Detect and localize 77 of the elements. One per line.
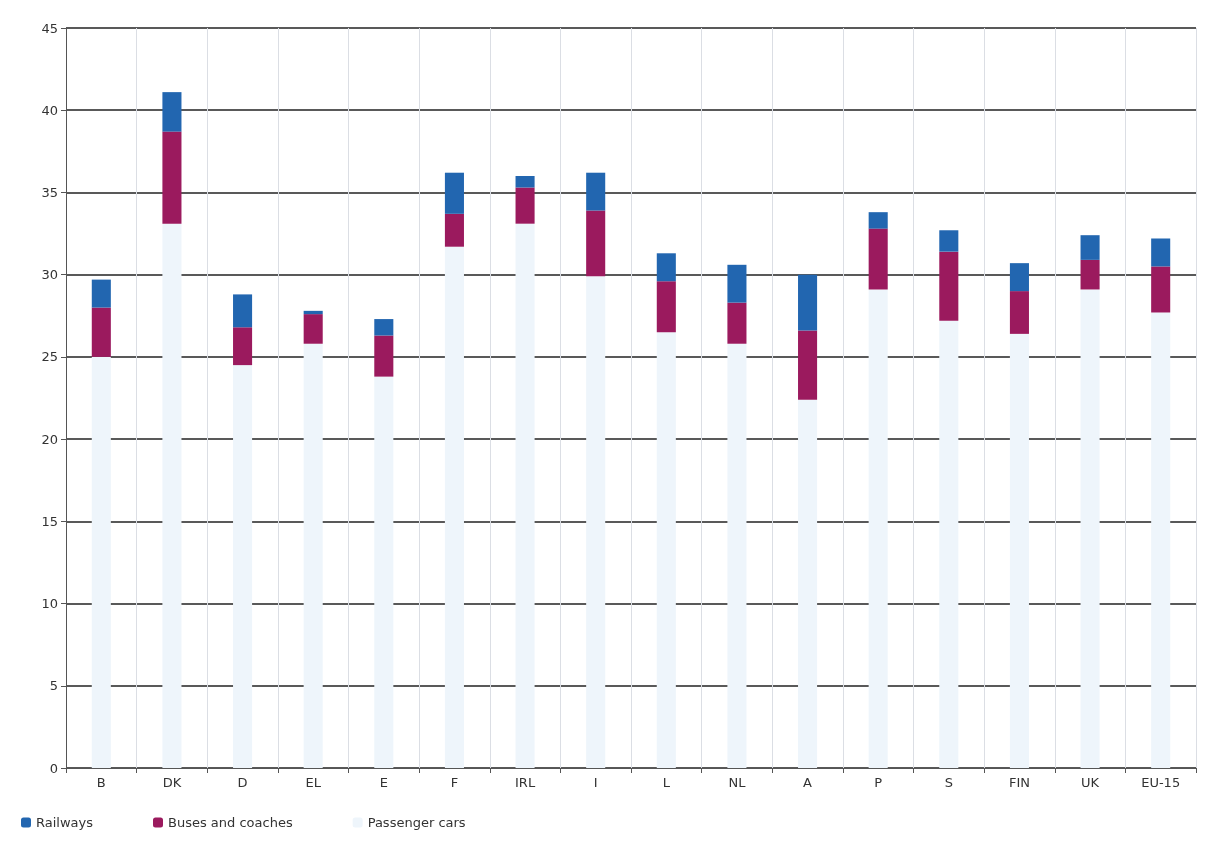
legend-label: Railways bbox=[36, 815, 94, 830]
legend-label: Buses and coaches bbox=[168, 815, 293, 830]
bar bbox=[444, 213, 464, 247]
x-tick-label: L bbox=[662, 775, 671, 790]
bar bbox=[656, 332, 676, 768]
bar bbox=[233, 365, 253, 768]
bar bbox=[303, 343, 323, 768]
bar bbox=[586, 276, 606, 768]
x-tick-label: UK bbox=[1081, 775, 1100, 790]
legend-label: Passenger cars bbox=[367, 815, 466, 830]
bar bbox=[727, 264, 747, 303]
bar bbox=[586, 210, 606, 277]
bar bbox=[233, 294, 253, 328]
y-tick-label: 45 bbox=[41, 20, 58, 36]
x-tick-label: A bbox=[803, 775, 813, 790]
x-tick-label: E bbox=[379, 775, 388, 790]
bar bbox=[91, 279, 111, 308]
bar bbox=[1151, 238, 1171, 267]
bar bbox=[868, 212, 888, 229]
bar bbox=[1151, 312, 1171, 768]
bar bbox=[162, 131, 182, 224]
x-tick-label: IRL bbox=[515, 775, 536, 790]
y-tick-label: 30 bbox=[41, 267, 58, 283]
bar bbox=[303, 314, 323, 344]
bar bbox=[233, 327, 253, 366]
x-tick-label: FIN bbox=[1008, 775, 1030, 790]
bar bbox=[91, 356, 111, 768]
y-tick-label: 5 bbox=[49, 678, 58, 694]
bar bbox=[798, 274, 818, 331]
x-tick-label: B bbox=[96, 775, 106, 790]
y-tick-label: 25 bbox=[41, 349, 58, 365]
bar bbox=[656, 281, 676, 333]
bar bbox=[1009, 263, 1029, 292]
x-tick-label: I bbox=[593, 775, 598, 790]
x-tick-label: EU-15 bbox=[1141, 775, 1181, 790]
x-tick-label: S bbox=[944, 775, 953, 790]
bar bbox=[374, 319, 394, 336]
bar bbox=[586, 172, 606, 211]
bar bbox=[727, 343, 747, 768]
bar bbox=[1151, 266, 1171, 313]
bar bbox=[515, 176, 535, 188]
bar bbox=[374, 335, 394, 377]
bar bbox=[868, 289, 888, 768]
x-tick-label: F bbox=[450, 775, 459, 790]
bar bbox=[1080, 235, 1100, 260]
bar bbox=[939, 230, 959, 252]
x-tick-label: NL bbox=[728, 775, 747, 790]
y-tick-label: 10 bbox=[41, 596, 58, 612]
bar bbox=[162, 92, 182, 132]
bar bbox=[515, 223, 535, 768]
bar bbox=[444, 246, 464, 768]
bar bbox=[1080, 259, 1100, 290]
bar bbox=[515, 187, 535, 224]
bar bbox=[727, 302, 747, 344]
bar bbox=[656, 253, 676, 282]
bar bbox=[162, 223, 182, 768]
bar bbox=[91, 307, 111, 357]
bar bbox=[868, 228, 888, 290]
y-tick-label: 40 bbox=[41, 102, 58, 118]
bar bbox=[1080, 289, 1100, 768]
bar bbox=[444, 172, 464, 214]
bar bbox=[939, 320, 959, 768]
bar bbox=[374, 376, 394, 768]
y-tick-label: 20 bbox=[41, 431, 58, 447]
y-tick-label: 15 bbox=[41, 513, 58, 529]
y-tick-label: 0 bbox=[49, 760, 58, 776]
bar bbox=[1009, 291, 1029, 334]
bar bbox=[798, 330, 818, 400]
bar bbox=[939, 251, 959, 321]
bar bbox=[798, 399, 818, 768]
bar bbox=[1009, 333, 1029, 768]
bar bbox=[303, 310, 323, 315]
x-tick-label: P bbox=[874, 775, 883, 790]
x-tick-label: D bbox=[237, 775, 248, 790]
x-tick-label: EL bbox=[305, 775, 322, 790]
x-tick-label: DK bbox=[162, 775, 182, 790]
y-tick-label: 35 bbox=[41, 184, 58, 200]
